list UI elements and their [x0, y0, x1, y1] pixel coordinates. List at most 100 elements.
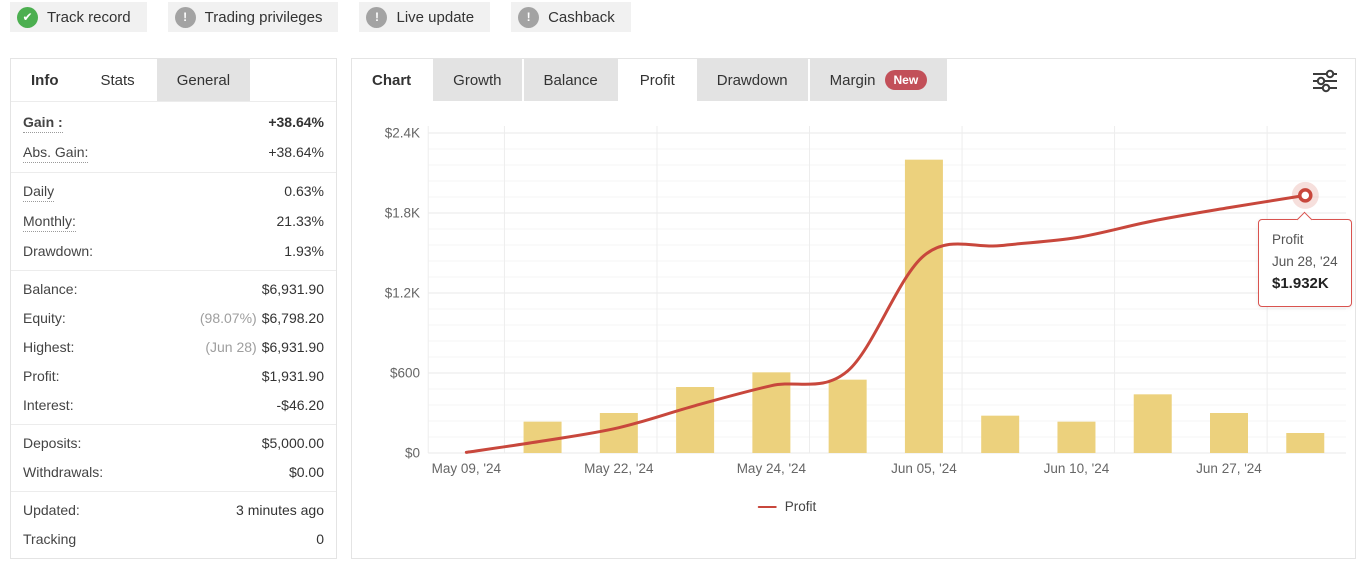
chart-tab-row: Chart Growth Balance Profit Drawdown Margin Ne…: [352, 59, 1355, 101]
y-tick-label: $1.8K: [385, 206, 420, 221]
stats-row: Profit: $1,931.90: [11, 362, 336, 391]
legend-line-swatch: [757, 505, 777, 508]
profit-bar[interactable]: [828, 379, 867, 453]
stat-label-drawdown: Drawdown:: [23, 243, 94, 259]
tab-label: Margin: [829, 71, 876, 89]
info-tab-row: Info Stats General: [11, 59, 336, 102]
stats-row: Updated: 3 minutes ago: [11, 496, 336, 525]
stat-value-abs-gain: +38.64%: [268, 144, 324, 160]
tab-stats[interactable]: Stats: [80, 59, 155, 101]
sliders-icon: [1313, 69, 1337, 93]
stat-value-monthly: 21.33%: [276, 213, 324, 229]
stat-value-tracking: 0: [316, 531, 324, 547]
stats-section: Daily 0.63% Monthly: 21.33% Drawdown: 1.93%: [11, 173, 336, 271]
tooltip-date: Jun 28, '24: [1272, 253, 1338, 269]
profit-bar[interactable]: [1057, 421, 1096, 453]
badge-row: ✔ Track record ! Trading privileges ! Live up…: [10, 2, 631, 32]
badge-cashback[interactable]: ! Cashback: [511, 2, 631, 32]
exclamation-icon: !: [518, 6, 540, 28]
stat-label-deposits: Deposits:: [23, 435, 82, 451]
tab-margin[interactable]: Margin New: [809, 59, 948, 101]
highlight-marker: [1291, 181, 1319, 209]
legend-item-profit[interactable]: Profit: [757, 499, 817, 514]
tab-label: Balance: [543, 71, 598, 89]
stats-section: Balance: $6,931.90 Equity: (98.07%) $6,798.2…: [11, 271, 336, 425]
stats-row: Interest: -$46.20: [11, 391, 336, 420]
stat-label-monthly[interactable]: Monthly:: [23, 212, 76, 232]
y-tick-label: $0: [405, 446, 420, 461]
x-tick-label: Jun 10, '24: [1044, 461, 1110, 476]
stat-label-tracking: Tracking: [23, 531, 77, 547]
info-stats-list: Gain : +38.64% Abs. Gain: +38.64% Daily 0.63%…: [11, 102, 336, 558]
chart-settings-button[interactable]: [1311, 69, 1339, 93]
stats-row: Drawdown: 1.93%: [11, 237, 336, 266]
profit-bar[interactable]: [981, 415, 1020, 453]
stats-section: Deposits: $5,000.00 Withdrawals: $0.00: [11, 425, 336, 492]
profit-bar[interactable]: [904, 159, 943, 453]
tab-label: Stats: [100, 71, 135, 89]
tab-label: General: [176, 71, 231, 89]
stats-section: Updated: 3 minutes ago Tracking 0: [11, 492, 336, 558]
x-tick-label: Jun 05, '24: [891, 461, 957, 476]
stats-row: Tracking 0: [11, 525, 336, 554]
stat-label-daily[interactable]: Daily: [23, 182, 55, 202]
profit-bar[interactable]: [1210, 413, 1248, 453]
exclamation-icon: !: [366, 6, 388, 28]
stat-value-prefix: (Jun 28): [205, 339, 257, 355]
tooltip-series: Profit: [1272, 232, 1304, 247]
stat-label-highest: Highest:: [23, 339, 75, 355]
stat-value-highest: (Jun 28) $6,931.90: [205, 339, 324, 355]
stats-row: Abs. Gain: +38.64%: [11, 138, 336, 168]
tab-general[interactable]: General: [156, 59, 251, 101]
profit-bar[interactable]: [523, 421, 562, 453]
tab-balance[interactable]: Balance: [523, 59, 618, 101]
stats-row: Gain : +38.64%: [11, 108, 336, 138]
stat-label-profit: Profit:: [23, 368, 60, 384]
profit-line: [464, 193, 1307, 454]
badge-label: Track record: [47, 8, 131, 26]
chart-tooltip: Profit Jun 28, '24 $1.932K: [1258, 211, 1352, 308]
stat-value-prefix: (98.07%): [199, 310, 257, 326]
x-tick-label: May 24, '24: [737, 461, 807, 476]
y-tick-label: $600: [390, 366, 420, 381]
stat-value-withdrawals: $0.00: [288, 464, 324, 480]
y-axis-labels: $0 $600 $1.2K $1.8K $2.4K: [385, 126, 420, 461]
stats-row: Equity: (98.07%) $6,798.20: [11, 304, 336, 333]
legend-label: Profit: [784, 499, 817, 514]
stat-value-daily: 0.63%: [284, 183, 324, 199]
badge-track-record[interactable]: ✔ Track record: [10, 2, 147, 32]
tab-label: Profit: [639, 71, 675, 89]
tab-growth[interactable]: Growth: [433, 59, 522, 101]
stats-row: Monthly: 21.33%: [11, 207, 336, 237]
tab-drawdown[interactable]: Drawdown: [696, 59, 808, 101]
stat-value-equity: (98.07%) $6,798.20: [199, 310, 324, 326]
stat-label-withdrawals: Withdrawals:: [23, 464, 104, 480]
stat-value-interest: -$46.20: [276, 397, 324, 413]
info-panel: Info Stats General Gain : +38.64% Abs. Gain:…: [10, 58, 337, 559]
stat-label-updated: Updated:: [23, 502, 80, 518]
badge-live-update[interactable]: ! Live update: [359, 2, 491, 32]
profit-bar[interactable]: [599, 413, 638, 453]
x-tick-label: May 22, '24: [584, 461, 654, 476]
badge-label: Cashback: [548, 8, 615, 26]
profit-bar[interactable]: [1286, 433, 1325, 453]
stat-value-balance: $6,931.90: [261, 281, 324, 297]
stat-label-balance: Balance:: [23, 281, 78, 297]
profit-bar[interactable]: [676, 387, 715, 453]
chart-canvas[interactable]: $0 $600 $1.2K $1.8K $2.4K May 09, '24 May 22, …: [352, 101, 1357, 519]
panel-title-chart: Chart: [352, 59, 431, 101]
stats-row: Highest: (Jun 28) $6,931.90: [11, 333, 336, 362]
stats-row: Deposits: $5,000.00: [11, 429, 336, 458]
exclamation-icon: !: [174, 6, 196, 28]
panel-title-info: Info: [11, 59, 79, 101]
stat-label-abs-gain[interactable]: Abs. Gain:: [23, 143, 89, 163]
stat-value-updated: 3 minutes ago: [236, 502, 324, 518]
check-icon: ✔: [17, 6, 38, 28]
tab-profit[interactable]: Profit: [619, 59, 695, 101]
x-tick-label: Jun 27, '24: [1196, 461, 1262, 476]
profit-bar[interactable]: [1133, 394, 1172, 453]
stat-label-gain[interactable]: Gain :: [23, 113, 63, 133]
x-axis-labels: May 09, '24 May 22, '24 May 24, '24 Jun 05,…: [432, 461, 1263, 476]
badge-trading-privileges[interactable]: ! Trading privileges: [167, 2, 339, 32]
stat-value-deposits: $5,000.00: [261, 435, 324, 451]
